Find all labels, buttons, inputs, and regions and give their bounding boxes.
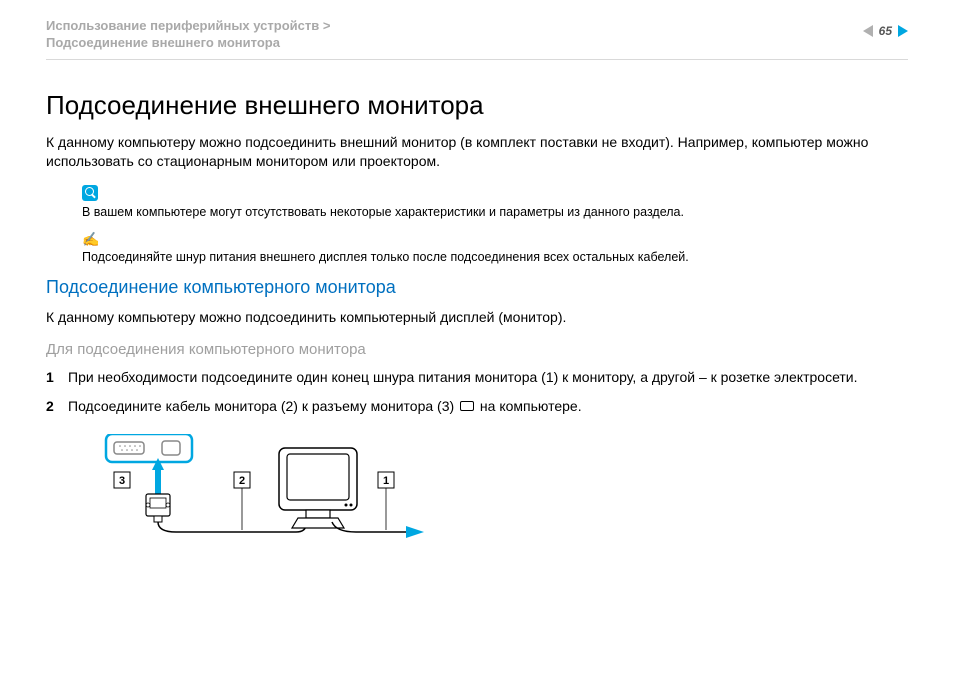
aux-port-icon [162, 441, 180, 455]
subtitle-intro: К данному компьютеру можно подсоединить … [46, 308, 908, 327]
label-1: 1 [383, 475, 389, 487]
note-text-1: В вашем компьютере могут отсутствовать н… [82, 204, 908, 220]
breadcrumb-line1: Использование периферийных устройств > [46, 18, 908, 33]
vga-port-icon [114, 442, 144, 454]
content-area: Подсоединение внешнего монитора К данном… [46, 90, 908, 554]
monitor-port-icon [460, 401, 474, 411]
breadcrumb-line2: Подсоединение внешнего монитора [46, 35, 908, 50]
arrow-to-outlet-icon [406, 526, 424, 538]
procedure-heading: Для подсоединения компьютерного монитора [46, 341, 908, 358]
step-item: 2 Подсоедините кабель монитора (2) к раз… [46, 397, 908, 416]
diagram-svg: 3 2 [76, 434, 446, 554]
connection-diagram: 3 2 [76, 434, 446, 554]
note-block-2: ✍ Подсоединяйте шнур питания внешнего ди… [82, 232, 908, 265]
subtitle: Подсоединение компьютерного монитора [46, 277, 908, 298]
page-title: Подсоединение внешнего монитора [46, 90, 908, 121]
magnify-icon [82, 185, 98, 201]
page-header: Использование периферийных устройств > П… [46, 18, 908, 60]
step-text-before: Подсоедините кабель монитора (2) к разъе… [68, 398, 458, 414]
step-number: 1 [46, 368, 68, 387]
monitor-cable [158, 522, 306, 532]
page-number-wrap: 65 [863, 24, 908, 38]
pencil-icon: ✍ [82, 232, 98, 246]
intro-text: К данному компьютеру можно подсоединить … [46, 133, 908, 171]
step-item: 1 При необходимости подсоедините один ко… [46, 368, 908, 387]
step-text: При необходимости подсоедините один коне… [68, 368, 908, 387]
monitor-icon [279, 448, 357, 528]
label-3: 3 [119, 475, 125, 487]
label-2: 2 [239, 475, 245, 487]
nav-next-icon[interactable] [898, 25, 908, 37]
port-panel [106, 434, 192, 462]
note-block-1: В вашем компьютере могут отсутствовать н… [82, 185, 908, 220]
step-number: 2 [46, 397, 68, 416]
note-text-2: Подсоединяйте шнур питания внешнего дисп… [82, 249, 908, 265]
nav-prev-icon[interactable] [863, 25, 873, 37]
step-text-after: на компьютере. [476, 398, 582, 414]
page-number: 65 [879, 24, 892, 38]
steps-list: 1 При необходимости подсоедините один ко… [46, 368, 908, 416]
step-text: Подсоедините кабель монитора (2) к разъе… [68, 397, 908, 416]
